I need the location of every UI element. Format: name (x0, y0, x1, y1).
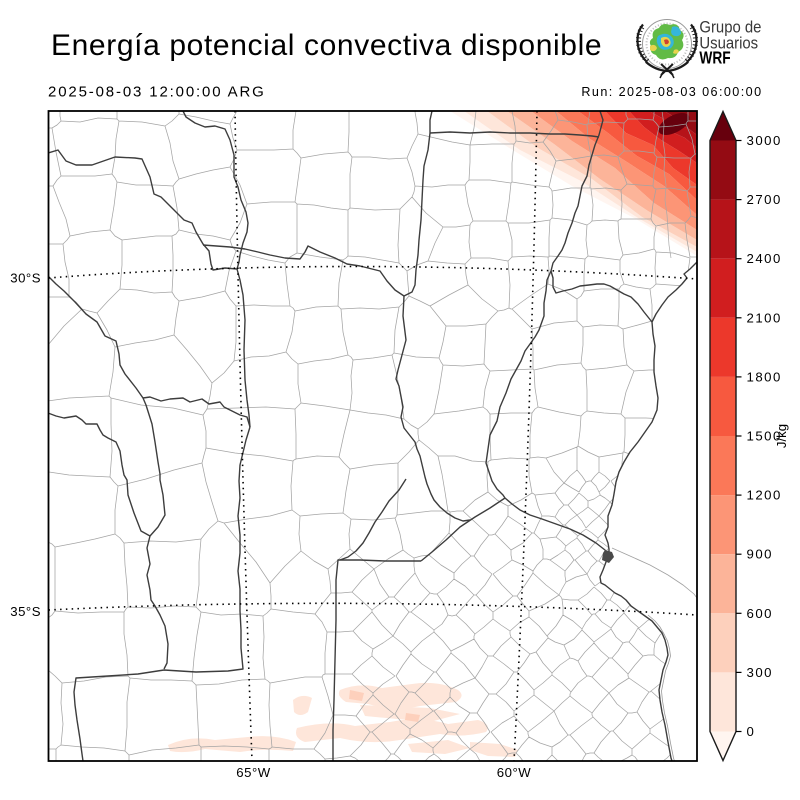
svg-text:J/kg: J/kg (774, 424, 789, 448)
svg-text:2700: 2700 (747, 192, 782, 207)
svg-text:Run: 2025-08-03 06:00:00: Run: 2025-08-03 06:00:00 (581, 85, 762, 99)
svg-text:Energía potencial convectiva d: Energía potencial convectiva disponible (51, 29, 602, 62)
svg-text:2025-08-03 12:00:00 ARG: 2025-08-03 12:00:00 ARG (48, 84, 266, 101)
svg-text:65°W: 65°W (236, 765, 270, 780)
svg-text:30°S: 30°S (10, 271, 41, 286)
svg-text:Usuarios: Usuarios (699, 35, 758, 53)
svg-text:300: 300 (747, 665, 774, 680)
svg-text:2100: 2100 (747, 310, 782, 325)
svg-text:1500: 1500 (747, 429, 782, 444)
svg-text:0: 0 (747, 724, 756, 739)
svg-text:3000: 3000 (747, 133, 782, 148)
svg-text:2400: 2400 (747, 251, 782, 266)
svg-text:35°S: 35°S (10, 604, 41, 619)
svg-text:1200: 1200 (747, 488, 782, 503)
svg-text:1800: 1800 (747, 369, 782, 384)
svg-text:Grupo de: Grupo de (699, 19, 761, 37)
svg-text:600: 600 (747, 606, 774, 621)
svg-text:900: 900 (747, 547, 774, 562)
svg-text:60°W: 60°W (497, 765, 531, 780)
svg-text:WRF: WRF (699, 49, 731, 68)
